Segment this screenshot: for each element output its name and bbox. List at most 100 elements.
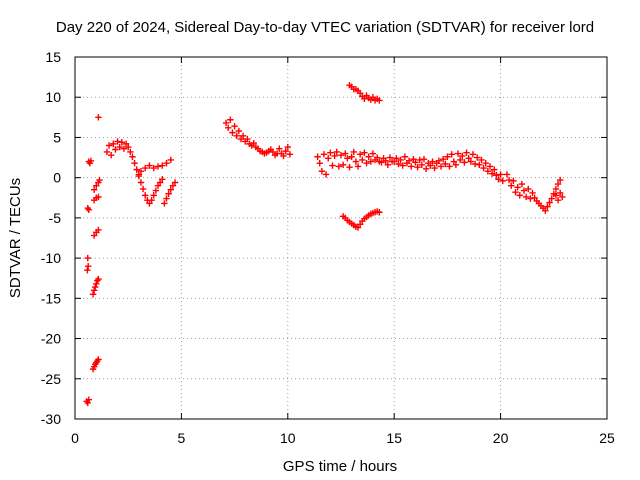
- data-point: [556, 189, 564, 197]
- data-point: [105, 142, 113, 149]
- data-point: [376, 209, 383, 216]
- y-tick-label: -30: [41, 411, 61, 427]
- data-point: [350, 148, 357, 156]
- data-point: [354, 224, 362, 231]
- data-point: [231, 122, 238, 130]
- data-point: [165, 190, 172, 197]
- data-point: [412, 159, 419, 166]
- y-tick-label: -25: [41, 371, 61, 387]
- data-point: [410, 155, 417, 163]
- data-point: [286, 151, 294, 158]
- data-point: [318, 168, 326, 175]
- data-point: [129, 153, 136, 160]
- data-point: [459, 152, 466, 160]
- data-point: [450, 158, 457, 165]
- data-point: [148, 196, 155, 204]
- data-point: [125, 143, 132, 151]
- data-point: [90, 287, 98, 294]
- data-point: [282, 147, 289, 155]
- data-point: [150, 192, 157, 199]
- data-point: [416, 156, 423, 164]
- data-point: [399, 162, 406, 169]
- data-point: [480, 164, 487, 172]
- data-point: [116, 143, 123, 151]
- data-point: [335, 163, 343, 170]
- plot-frame: [74, 56, 608, 420]
- data-point: [352, 158, 360, 165]
- data-point: [344, 155, 351, 162]
- y-axis-ticks: -30 -25 -20 -15 -10 -5 0 5 10 15: [41, 49, 607, 427]
- series-arc-2to5: [103, 138, 179, 207]
- data-point: [284, 143, 291, 151]
- data-point: [333, 148, 340, 156]
- data-point: [435, 157, 443, 164]
- data-point: [478, 156, 485, 164]
- data-point: [167, 186, 174, 193]
- data-point: [133, 166, 140, 173]
- data-point: [84, 266, 91, 274]
- data-point: [135, 171, 143, 178]
- data-point: [508, 182, 515, 189]
- data-point: [229, 129, 236, 136]
- data-point: [361, 95, 368, 103]
- data-point: [556, 176, 564, 184]
- data-point: [386, 154, 394, 161]
- data-point: [150, 164, 157, 172]
- y-tick-label: 0: [53, 170, 61, 186]
- data-point: [467, 158, 475, 165]
- data-point: [369, 150, 377, 157]
- data-point: [559, 193, 566, 201]
- data-point: [163, 195, 170, 202]
- data-point: [491, 166, 498, 173]
- series-early-arc-2: [89, 114, 103, 373]
- data-point: [146, 200, 153, 207]
- data-point: [454, 150, 462, 157]
- data-point: [348, 153, 355, 160]
- x-tick-label: 20: [493, 430, 509, 446]
- data-point: [90, 186, 98, 193]
- data-point: [476, 161, 483, 168]
- data-point: [369, 94, 377, 101]
- data-point: [365, 153, 372, 160]
- data-point: [227, 116, 234, 123]
- data-point: [356, 90, 364, 97]
- data-point: [280, 152, 287, 160]
- data-point: [159, 162, 166, 169]
- data-point: [367, 158, 374, 165]
- data-point: [503, 171, 511, 178]
- data-point: [354, 163, 362, 170]
- data-point: [452, 161, 460, 168]
- data-point: [437, 163, 445, 170]
- data-point: [84, 205, 91, 212]
- x-tick-label: 5: [178, 430, 186, 446]
- data-point: [446, 163, 453, 170]
- data-point: [331, 152, 338, 160]
- data-point: [146, 162, 153, 169]
- data-point: [159, 176, 166, 183]
- y-tick-label: -15: [41, 290, 61, 306]
- data-point: [439, 155, 447, 163]
- x-tick-label: 15: [386, 430, 402, 446]
- data-point: [401, 153, 409, 160]
- data-point: [156, 179, 164, 186]
- data-point: [408, 163, 415, 170]
- data-point: [552, 185, 560, 193]
- data-point: [112, 146, 119, 153]
- x-axis-label: GPS time / hours: [283, 458, 397, 475]
- x-axis-ticks: 0 5 10 15 20 25: [71, 57, 615, 446]
- y-tick-label: 5: [53, 129, 61, 145]
- data-point: [137, 179, 145, 186]
- data-point: [95, 356, 102, 363]
- data-point: [554, 196, 562, 204]
- series-arc-13-upper: [346, 81, 383, 104]
- data-point: [171, 179, 179, 186]
- series-arc-20to23: [503, 171, 566, 214]
- data-point: [382, 157, 389, 164]
- data-point: [361, 149, 368, 156]
- data-point: [505, 176, 513, 184]
- data-point: [518, 180, 526, 188]
- data-point: [269, 148, 277, 156]
- data-point: [397, 156, 404, 164]
- data-point: [418, 161, 426, 168]
